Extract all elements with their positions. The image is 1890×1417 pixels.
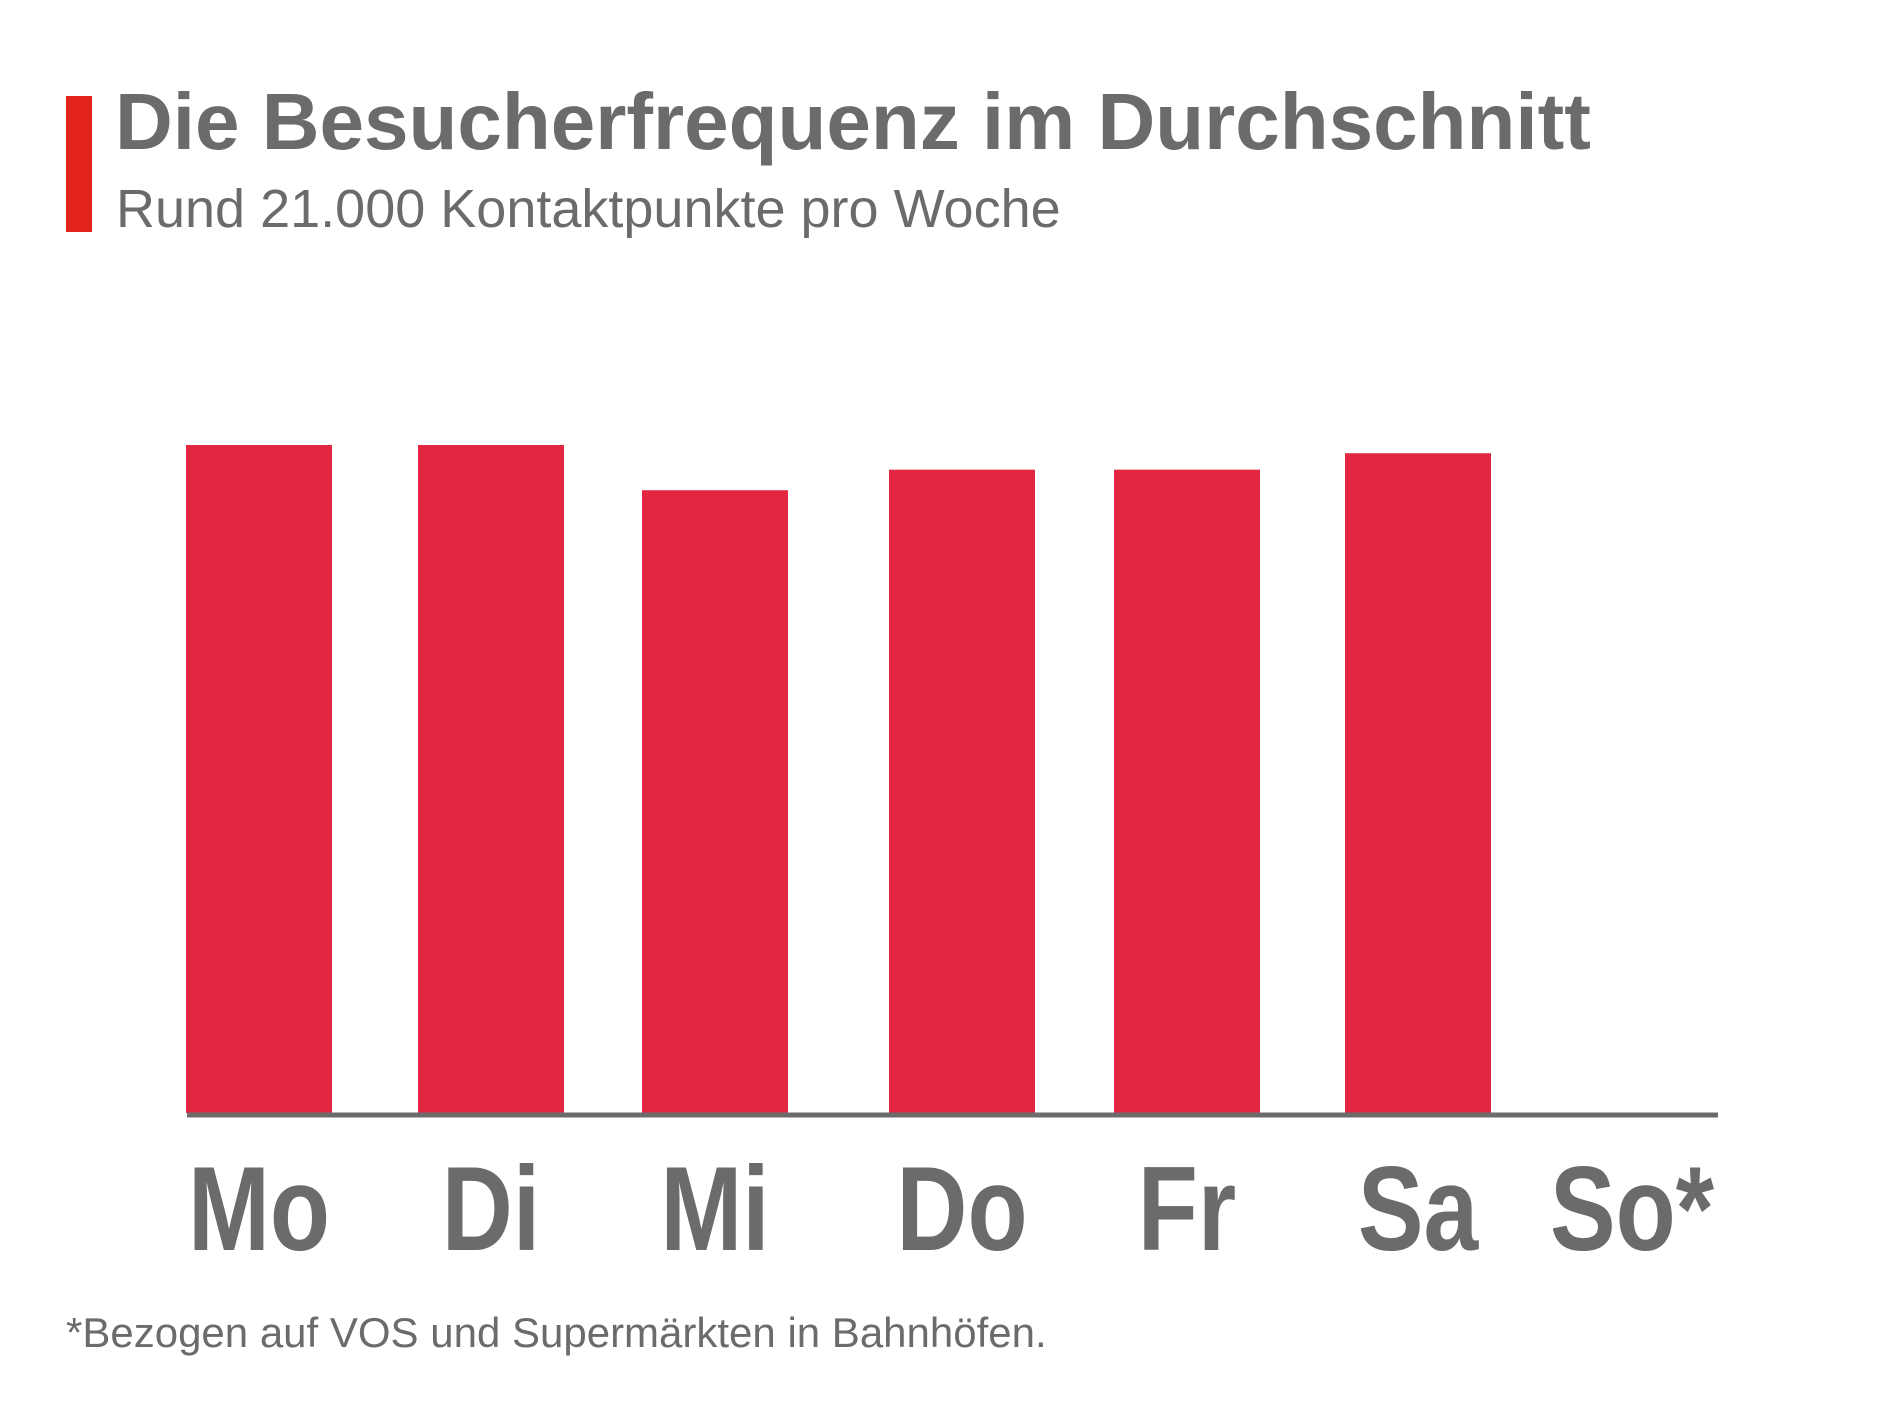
bar-mi [642, 490, 788, 1113]
title-accent-bar [66, 96, 92, 232]
tick-label-mo: Mo [188, 1143, 330, 1276]
chart-subtitle: Rund 21.000 Kontaktpunkte pro Woche [116, 179, 1061, 239]
bar-do [889, 469, 1035, 1113]
footnote: *Bezogen auf VOS und Supermärkten in Bah… [66, 1309, 1047, 1356]
tick-label-mi: Mi [660, 1143, 769, 1276]
bar-sa [1345, 453, 1491, 1113]
chart-title: Die Besucherfrequenz im Durchschnitt [115, 77, 1591, 166]
tick-label-do: Do [896, 1143, 1027, 1276]
bar-fr [1114, 469, 1260, 1113]
bar-mo [186, 445, 332, 1113]
tick-label-di: Di [442, 1143, 540, 1276]
tick-label-sa: Sa [1358, 1143, 1479, 1276]
tick-label-so: So* [1550, 1143, 1714, 1276]
tick-label-fr: Fr [1138, 1143, 1236, 1276]
bar-di [418, 445, 564, 1113]
